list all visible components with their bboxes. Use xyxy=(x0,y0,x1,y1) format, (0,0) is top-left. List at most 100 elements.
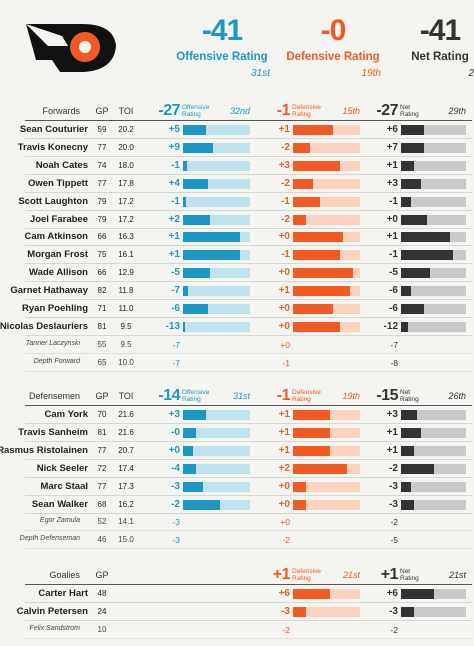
bar-track xyxy=(293,481,360,492)
headline-value: -41 xyxy=(419,14,461,47)
bar xyxy=(401,286,411,297)
games-played: 77 xyxy=(97,481,107,491)
rating-value: +1 xyxy=(278,124,290,135)
extra-rating: -7 xyxy=(390,339,398,350)
time-on-ice: 16.2 xyxy=(118,499,134,509)
bar-track xyxy=(183,142,250,153)
bar xyxy=(183,445,194,456)
section-rating-label: Net Rating xyxy=(400,568,419,582)
bar xyxy=(293,589,330,599)
extra-rating: -8 xyxy=(390,357,398,368)
games-played: 70 xyxy=(97,410,107,419)
time-on-ice: 20.2 xyxy=(118,125,134,134)
rating-value: -5 xyxy=(389,267,398,279)
bar xyxy=(401,250,453,261)
rating-value: +1 xyxy=(386,444,398,456)
headline-label: Defensive Rating xyxy=(286,51,380,63)
games-played: 66 xyxy=(97,268,107,278)
bar xyxy=(183,196,187,207)
bar xyxy=(293,250,340,261)
row-rule xyxy=(25,227,472,229)
rating-value: +5 xyxy=(168,124,180,135)
time-on-ice: 11.0 xyxy=(118,304,134,313)
headline-rank: 19th xyxy=(361,68,381,79)
row-rule xyxy=(25,440,472,442)
extra-rating: -7 xyxy=(172,339,180,350)
bar xyxy=(401,321,408,332)
section-rating: -1 xyxy=(276,387,291,404)
rating-value: +3 xyxy=(168,409,180,420)
rating-value: -1 xyxy=(281,195,290,207)
rating-value: -6 xyxy=(171,303,180,314)
time-on-ice: 20.0 xyxy=(118,142,134,152)
time-on-ice: 12.9 xyxy=(118,268,134,278)
section-rating: -15 xyxy=(376,387,398,404)
bar-track xyxy=(183,463,250,474)
player-name: Marc Staal xyxy=(40,480,88,492)
extra-rating: +0 xyxy=(280,517,290,528)
bar-track xyxy=(183,304,250,314)
games-played: 77 xyxy=(97,445,107,455)
headline-rank: 27th xyxy=(468,68,474,79)
bar xyxy=(183,286,188,297)
games-played: 10 xyxy=(97,624,107,634)
player-name: Sean Walker xyxy=(31,498,88,510)
headline-value: -0 xyxy=(320,14,347,47)
row-rule xyxy=(25,370,472,372)
games-played: 52 xyxy=(97,517,107,527)
section-rating-label: Defensive Rating xyxy=(292,104,321,118)
bar-track xyxy=(183,160,250,171)
extra-name: Depth Defenseman xyxy=(19,535,80,543)
rating-value: -3 xyxy=(389,498,398,510)
bar xyxy=(401,232,450,243)
bar xyxy=(293,286,350,297)
rating-value: +1 xyxy=(386,426,398,438)
player-name: Owen Tippett xyxy=(28,177,88,189)
header-rule xyxy=(25,120,472,121)
row-rule xyxy=(25,637,472,639)
row-rule xyxy=(25,155,472,157)
section-rank: 19th xyxy=(342,391,360,401)
bar-track xyxy=(183,268,250,279)
games-played: 75 xyxy=(97,250,107,260)
rating-value: +3 xyxy=(278,159,290,171)
bar xyxy=(401,304,424,314)
rating-value: +1 xyxy=(278,409,290,420)
row-rule xyxy=(25,299,472,301)
header-rule xyxy=(25,405,472,406)
bar xyxy=(293,268,354,279)
time-on-ice: 9.5 xyxy=(120,321,132,331)
toi-header: TOI xyxy=(118,391,134,401)
extra-rating: -2 xyxy=(282,535,290,546)
time-on-ice: 15.0 xyxy=(118,535,134,545)
extra-rating: -3 xyxy=(172,535,180,546)
rating-value: -3 xyxy=(389,480,398,492)
row-rule xyxy=(25,191,472,193)
section-rating: -27 xyxy=(158,102,180,119)
rating-value: +0 xyxy=(278,303,290,314)
headline-value: -41 xyxy=(201,14,243,47)
time-on-ice: 14.1 xyxy=(118,517,134,527)
extra-name: Tanner Laczynski xyxy=(25,339,80,347)
rating-value: -1 xyxy=(389,195,398,207)
bar xyxy=(401,214,427,225)
games-played: 79 xyxy=(97,196,107,206)
bar xyxy=(183,214,210,225)
player-name: Travis Sanheim xyxy=(18,426,88,438)
bar xyxy=(401,427,421,438)
bar-track xyxy=(293,499,360,510)
section-title: Defensemen xyxy=(28,391,80,401)
time-on-ice: 16.3 xyxy=(118,232,134,242)
games-played: 65 xyxy=(97,357,107,367)
bar xyxy=(293,160,340,171)
bar xyxy=(401,268,431,279)
rating-value: +1 xyxy=(168,249,180,261)
player-name: Sean Couturier xyxy=(19,124,88,135)
section-rank: 32nd xyxy=(229,106,250,116)
rating-value: -2 xyxy=(281,213,290,225)
extra-rating: +0 xyxy=(280,339,290,350)
section-rating-label: Offensive Rating xyxy=(182,104,210,118)
header-rule xyxy=(25,584,472,585)
rating-value: +1 xyxy=(278,285,290,297)
